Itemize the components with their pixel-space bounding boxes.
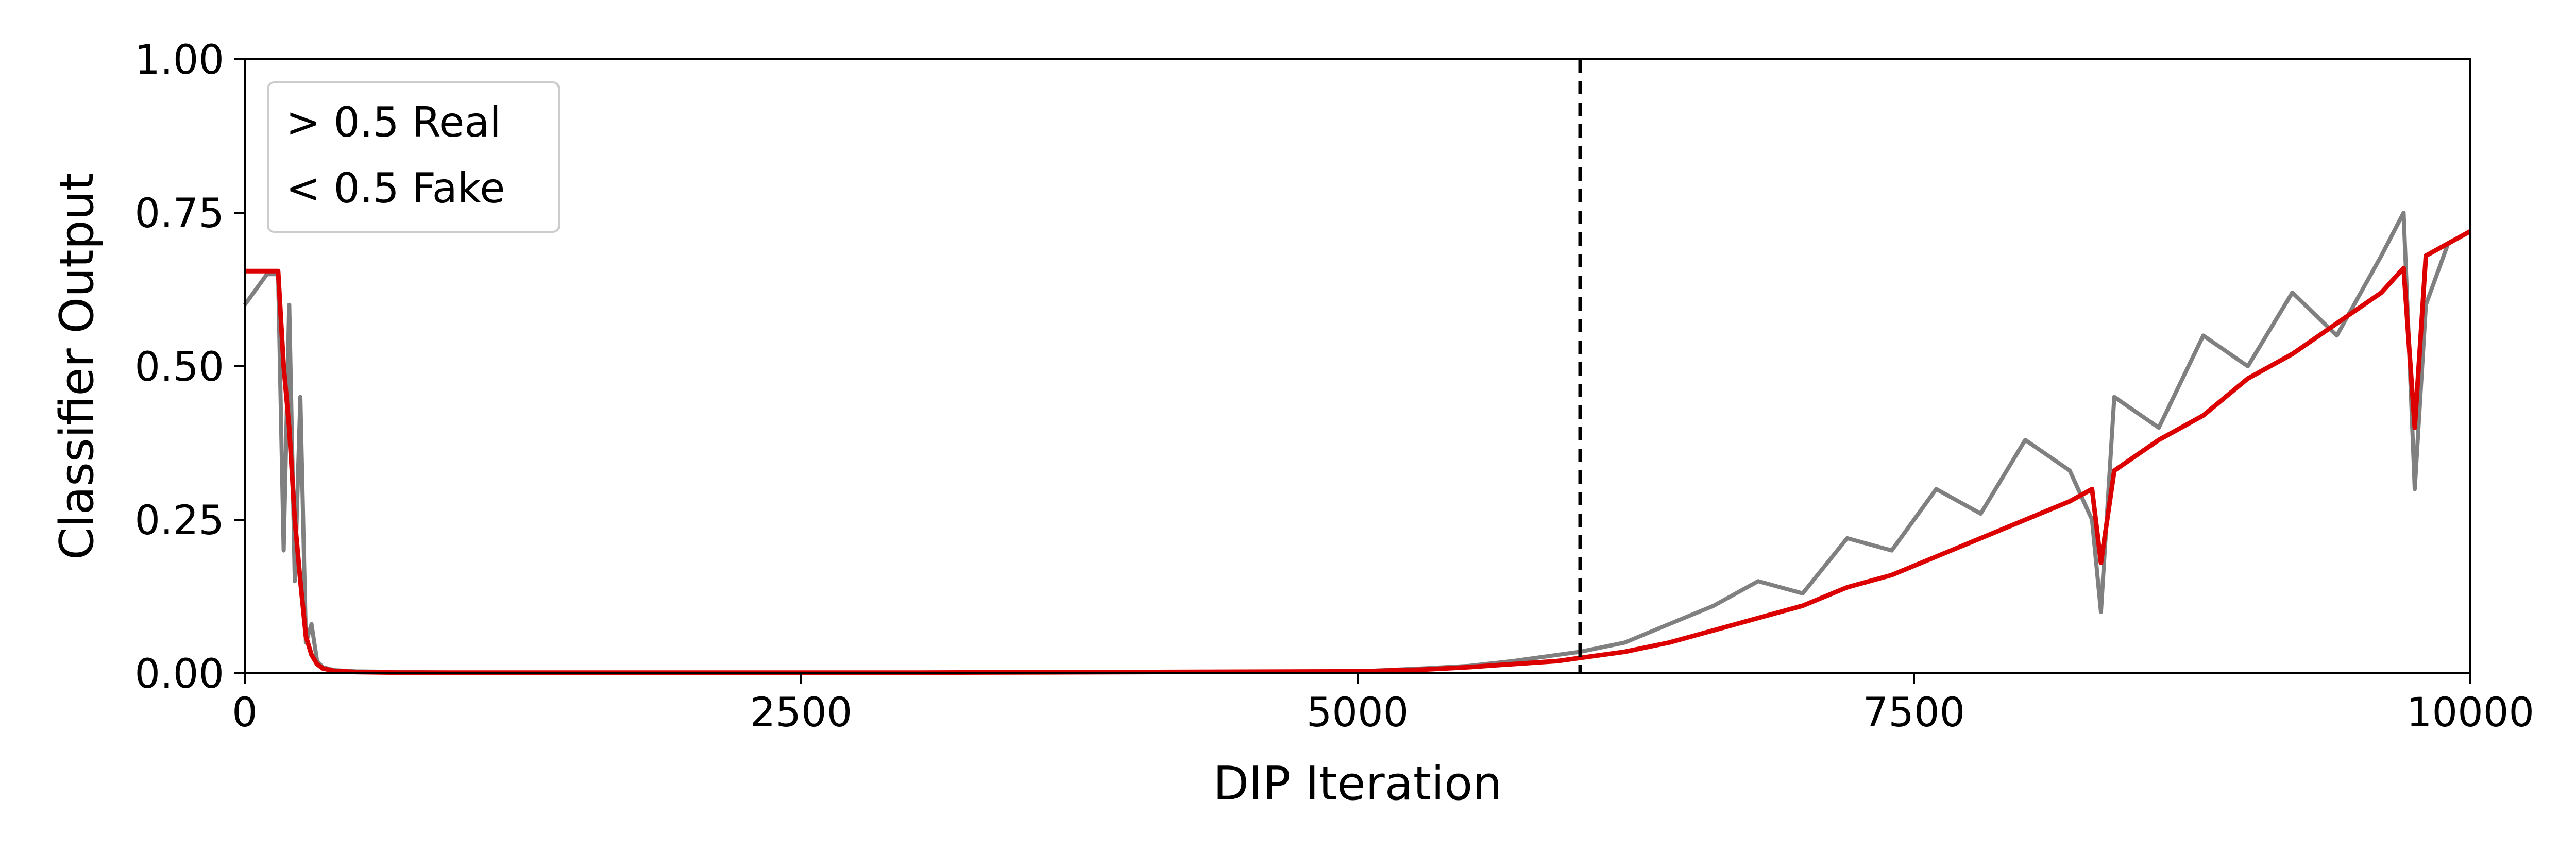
- y-tick-label: 0.25: [134, 498, 224, 544]
- x-tick-label: 2500: [750, 690, 853, 736]
- x-axis-label: DIP Iteration: [1213, 757, 1502, 811]
- x-tick-label: 7500: [1863, 690, 1965, 736]
- y-tick-label: 0.50: [134, 344, 224, 390]
- plot-frame: [244, 58, 2471, 674]
- axis-layer: 0 2500 5000 7500 10000 0.00 0.25 0.50 0.75 1.00: [134, 37, 2534, 736]
- series-layer: [243, 211, 2472, 675]
- legend-box: > 0.5 Real < 0.5 Fake: [267, 81, 560, 233]
- x-tick-label: 10000: [2406, 690, 2534, 736]
- y-tick-label: 0.00: [134, 651, 224, 697]
- y-tick-label: 0.75: [134, 191, 224, 237]
- legend-entry-real: > 0.5 Real: [286, 98, 501, 146]
- y-axis-label: Classifier Output: [50, 173, 104, 560]
- y-tick-label: 1.00: [134, 37, 224, 83]
- series-line-1: [243, 211, 2471, 675]
- series-line-2: [245, 229, 2472, 675]
- legend-frame: [267, 81, 560, 233]
- x-tick-label: 5000: [1307, 690, 1409, 736]
- legend-entry-fake: < 0.5 Fake: [286, 164, 505, 212]
- x-tick-label: 0: [232, 690, 258, 736]
